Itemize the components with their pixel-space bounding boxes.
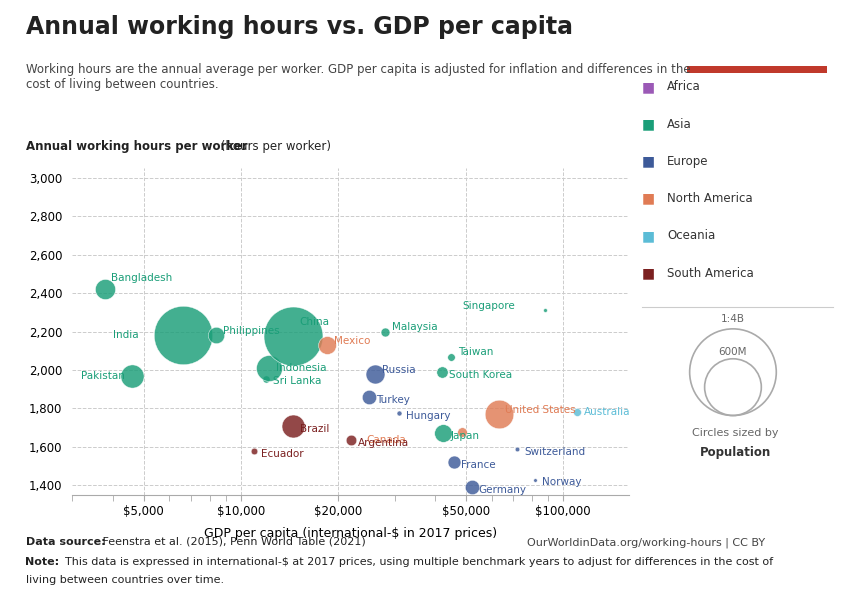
Text: Norway: Norway (542, 478, 582, 487)
Text: ■: ■ (642, 154, 654, 169)
Text: Australia: Australia (583, 407, 630, 417)
Text: in Data: in Data (733, 44, 781, 57)
Text: Malaysia: Malaysia (392, 322, 438, 332)
Point (435, 367, 449, 377)
Point (465, 482, 479, 492)
Text: Pakistan: Pakistan (82, 371, 125, 381)
Text: Annual working hours per worker: Annual working hours per worker (26, 140, 247, 153)
Text: Annual working hours vs. GDP per capita: Annual working hours vs. GDP per capita (26, 15, 573, 39)
Point (378, 326, 392, 336)
Text: Hungary: Hungary (406, 411, 451, 421)
Point (125, 371, 139, 380)
Point (455, 427, 468, 436)
Text: 1:4B: 1:4B (721, 314, 745, 324)
Bar (687, 66, 827, 73)
Point (491, 409, 505, 419)
Text: Switzerland: Switzerland (524, 446, 586, 457)
Text: ■: ■ (642, 117, 654, 131)
Text: OurWorldinData.org/working-hours | CC BY: OurWorldinData.org/working-hours | CC BY (527, 537, 765, 547)
Text: Germany: Germany (479, 485, 527, 495)
Text: Data source:: Data source: (26, 537, 105, 547)
Text: Ecuador: Ecuador (261, 449, 303, 458)
Point (448, 458, 462, 467)
Point (539, 305, 552, 315)
Point (99, 284, 112, 294)
Point (368, 369, 382, 379)
Text: This data is expressed in international-$ at 2017 prices, using multiple benchma: This data is expressed in international-… (65, 557, 774, 567)
Text: Feenstra et al. (2015), Penn World Table (2021): Feenstra et al. (2015), Penn World Table… (99, 537, 366, 547)
Text: 600M: 600M (719, 347, 747, 356)
Text: ■: ■ (642, 80, 654, 94)
Text: France: France (462, 460, 496, 470)
Text: Oceania: Oceania (667, 229, 716, 242)
Text: Mexico: Mexico (334, 336, 371, 346)
Text: Canada: Canada (366, 435, 406, 445)
Point (570, 407, 583, 417)
Text: Circles sized by: Circles sized by (692, 428, 779, 438)
Point (247, 446, 261, 455)
Text: India: India (112, 331, 139, 340)
Point (445, 352, 458, 361)
Text: Working hours are the annual average per worker. GDP per capita is adjusted for : Working hours are the annual average per… (26, 63, 690, 91)
Point (320, 340, 334, 350)
Point (286, 421, 300, 431)
Point (344, 436, 358, 445)
Text: Taiwan: Taiwan (458, 347, 494, 358)
Text: Brazil: Brazil (300, 424, 329, 434)
Point (529, 475, 542, 484)
Text: Singapore: Singapore (462, 301, 515, 311)
Point (259, 374, 273, 383)
Point (362, 392, 376, 402)
Text: Philippines: Philippines (224, 326, 280, 336)
Point (210, 331, 224, 340)
Text: Asia: Asia (667, 118, 692, 131)
Text: Our World: Our World (723, 23, 791, 37)
Text: ■: ■ (642, 191, 654, 206)
X-axis label: GDP per capita (international-$ in 2017 prices): GDP per capita (international-$ in 2017 … (204, 527, 497, 540)
Point (262, 363, 275, 373)
Text: ■: ■ (642, 266, 654, 280)
Text: Europe: Europe (667, 155, 709, 168)
Text: Sri Lanka: Sri Lanka (274, 376, 321, 386)
Text: Note:: Note: (26, 557, 60, 567)
Point (510, 444, 524, 454)
Text: North America: North America (667, 192, 753, 205)
Point (176, 331, 190, 340)
Text: Russia: Russia (382, 365, 415, 374)
Text: United States: United States (506, 405, 576, 415)
Text: Population: Population (700, 446, 771, 459)
Text: ■: ■ (642, 229, 654, 243)
Text: South America: South America (667, 266, 754, 280)
Text: Argentina: Argentina (358, 438, 410, 448)
Text: China: China (300, 317, 330, 328)
Text: (hours per worker): (hours per worker) (217, 140, 331, 153)
Text: Bangladesh: Bangladesh (110, 273, 173, 283)
Text: Japan: Japan (450, 431, 479, 441)
Text: Indonesia: Indonesia (275, 363, 326, 373)
Point (393, 409, 406, 418)
Text: living between countries over time.: living between countries over time. (26, 575, 224, 585)
Point (286, 332, 300, 341)
Point (437, 428, 451, 438)
Text: Africa: Africa (667, 80, 701, 94)
Text: Turkey: Turkey (376, 395, 410, 404)
Text: South Korea: South Korea (449, 370, 512, 380)
